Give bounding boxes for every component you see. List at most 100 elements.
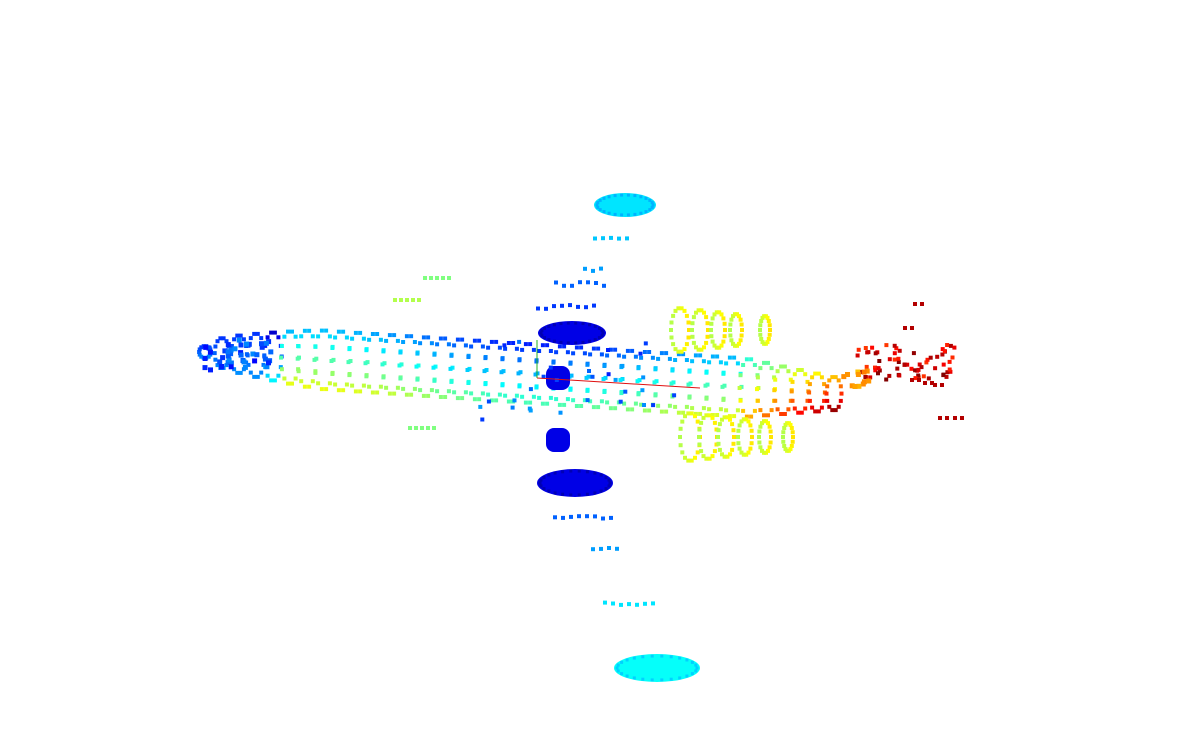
- point: [602, 283, 606, 288]
- point: [887, 373, 892, 378]
- point: [775, 407, 780, 412]
- point: [680, 419, 685, 424]
- point: [687, 395, 692, 400]
- point: [704, 315, 709, 320]
- point: [877, 368, 882, 373]
- point: [689, 411, 694, 416]
- point: [307, 328, 312, 333]
- point: [397, 363, 402, 368]
- point: [607, 195, 611, 199]
- point: [721, 397, 726, 402]
- point: [945, 416, 949, 420]
- point: [833, 375, 838, 380]
- point: [722, 415, 727, 420]
- point: [395, 338, 400, 343]
- point: [641, 655, 645, 659]
- point: [446, 389, 451, 394]
- point: [758, 445, 763, 450]
- point: [562, 344, 567, 349]
- point: [286, 329, 290, 334]
- point: [528, 387, 533, 392]
- point: [238, 342, 244, 348]
- point: [685, 658, 689, 662]
- point: [441, 276, 445, 280]
- point: [620, 660, 624, 664]
- point: [644, 210, 648, 214]
- point: [213, 344, 218, 349]
- point: [940, 347, 945, 352]
- point: [514, 346, 519, 351]
- point: [758, 424, 763, 429]
- point: [868, 375, 873, 380]
- point: [673, 308, 678, 313]
- point: [316, 334, 321, 339]
- point: [599, 399, 604, 404]
- point: [790, 379, 795, 384]
- point: [302, 328, 307, 333]
- point: [690, 406, 695, 411]
- point: [627, 602, 631, 607]
- point: [757, 429, 762, 434]
- point: [341, 388, 346, 393]
- point: [569, 493, 573, 497]
- point: [782, 426, 787, 430]
- point: [561, 470, 565, 474]
- point: [219, 364, 225, 369]
- point: [367, 337, 372, 342]
- point: [660, 678, 664, 682]
- point: [799, 410, 804, 415]
- point: [709, 321, 714, 326]
- point: [455, 396, 460, 401]
- point: [769, 435, 773, 439]
- point: [705, 321, 710, 326]
- point: [252, 358, 258, 364]
- point: [516, 371, 521, 376]
- point: [399, 298, 403, 302]
- point: [699, 347, 704, 352]
- point: [758, 323, 763, 328]
- point: [601, 331, 605, 335]
- point: [333, 335, 338, 340]
- point: [758, 408, 763, 413]
- point: [694, 345, 698, 350]
- point: [517, 384, 522, 389]
- point: [876, 371, 880, 376]
- point: [940, 352, 945, 357]
- point: [579, 345, 584, 350]
- point: [911, 351, 916, 356]
- point: [296, 369, 301, 374]
- point: [536, 306, 540, 311]
- point: [566, 341, 570, 345]
- point: [225, 353, 231, 359]
- point: [683, 414, 687, 419]
- point: [870, 345, 875, 350]
- point: [678, 676, 682, 680]
- point: [792, 406, 797, 411]
- point: [336, 329, 341, 334]
- point: [716, 435, 720, 439]
- point: [375, 332, 380, 336]
- point: [429, 276, 433, 280]
- point: [358, 330, 363, 335]
- point: [523, 342, 528, 347]
- point: [559, 322, 563, 326]
- point: [736, 441, 741, 446]
- disk: [614, 654, 700, 682]
- point: [545, 401, 550, 406]
- point: [537, 395, 542, 400]
- point: [707, 413, 712, 418]
- point: [701, 415, 706, 420]
- point: [551, 360, 556, 365]
- point: [559, 340, 563, 344]
- point: [272, 378, 277, 383]
- point: [420, 426, 424, 430]
- point: [735, 361, 740, 366]
- point: [737, 423, 742, 428]
- point: [585, 388, 590, 393]
- point: [574, 404, 579, 408]
- point: [633, 354, 638, 359]
- point: [235, 333, 240, 338]
- point: [710, 413, 715, 417]
- point: [648, 198, 652, 202]
